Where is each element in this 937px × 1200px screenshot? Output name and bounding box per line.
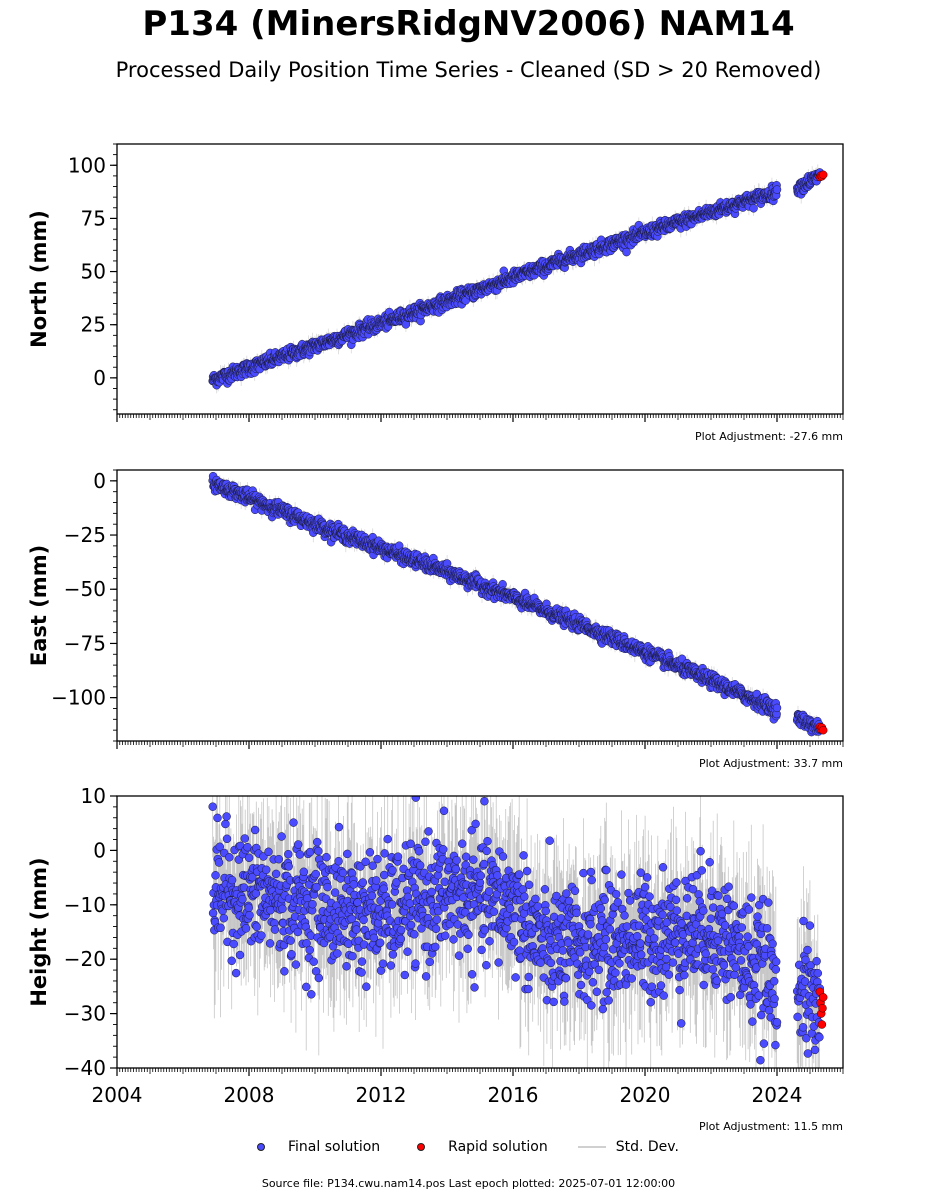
final-point [772,185,782,194]
y-tick-label: 75 [81,206,106,230]
y-tick-label: 0 [93,469,106,493]
plot-area [208,164,828,394]
final-point [622,247,631,257]
y-tick-label: 100 [68,153,106,177]
plot-area [208,471,828,739]
rapid-point [818,170,828,180]
y-tick-label: −100 [51,686,106,710]
chart-subtitle: Processed Daily Position Time Series - C… [115,58,822,82]
y-tick-label: −50 [64,577,106,601]
panel-1: 0 25 50 75 100 North (mm) Plot Adjustment: -27… [27,143,844,443]
y-tick-label: −25 [64,523,106,547]
y-axis-label: North (mm) [27,210,51,348]
chart-title: P134 (MinersRidgNV2006) NAM14 [142,4,795,44]
y-tick-label: 25 [81,313,106,337]
plot-adjustment-note: Plot Adjustment: -27.6 mm [695,430,843,443]
final-solution-series [208,471,825,737]
y-tick-label: 0 [93,366,106,390]
final-point [772,703,782,713]
rapid-solution-series [815,170,828,182]
y-tick-label: −75 [64,631,106,655]
y-tick-label: 50 [81,260,106,284]
axes-frame [116,469,844,742]
final-solution-series [208,168,825,390]
final-point [749,204,758,213]
rapid-solution-series [815,722,828,735]
rapid-point [818,725,828,735]
